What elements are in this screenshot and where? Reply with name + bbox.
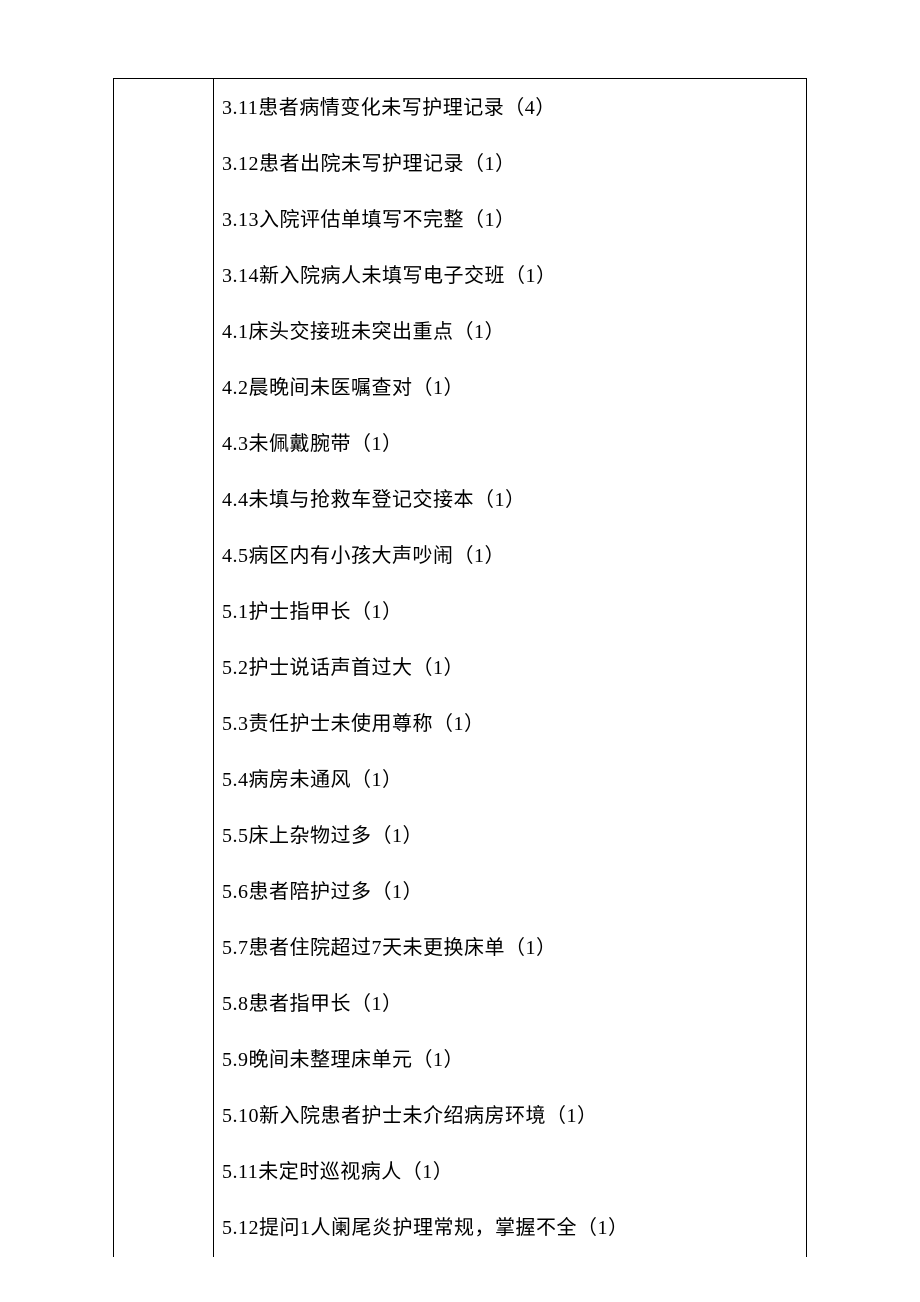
list-item: 4.4未填与抢救车登记交接本（1）	[222, 487, 798, 513]
list-item: 3.14新入院病人未填写电子交班（1）	[222, 263, 798, 289]
list-item: 4.5病区内有小孩大声吵闹（1）	[222, 543, 798, 569]
list-item: 5.3责任护士未使用尊称（1）	[222, 711, 798, 737]
list-item: 4.1床头交接班未突出重点（1）	[222, 319, 798, 345]
table-row: 3.11患者病情变化未写护理记录（4） 3.12患者出院未写护理记录（1） 3.…	[114, 79, 806, 1257]
table-right-column: 3.11患者病情变化未写护理记录（4） 3.12患者出院未写护理记录（1） 3.…	[214, 79, 806, 1257]
list-item: 5.5床上杂物过多（1）	[222, 823, 798, 849]
list-item: 5.6患者陪护过多（1）	[222, 879, 798, 905]
list-item: 5.11未定时巡视病人（1）	[222, 1159, 798, 1185]
list-item: 5.9晚间未整理床单元（1）	[222, 1047, 798, 1073]
list-item: 5.4病房未通风（1）	[222, 767, 798, 793]
list-item: 5.10新入院患者护士未介绍病房环境（1）	[222, 1103, 798, 1129]
list-item: 3.12患者出院未写护理记录（1）	[222, 151, 798, 177]
table-left-column	[114, 79, 214, 1257]
list-item: 3.11患者病情变化未写护理记录（4）	[222, 95, 798, 121]
list-item: 5.2护士说话声首过大（1）	[222, 655, 798, 681]
list-item: 3.13入院评估单填写不完整（1）	[222, 207, 798, 233]
table-container: 3.11患者病情变化未写护理记录（4） 3.12患者出院未写护理记录（1） 3.…	[113, 78, 807, 1257]
list-item: 4.2晨晚间未医嘱查对（1）	[222, 375, 798, 401]
list-item: 5.12提问1人阑尾炎护理常规，掌握不全（1）	[222, 1215, 798, 1241]
list-item: 4.3未佩戴腕带（1）	[222, 431, 798, 457]
list-item: 5.1护士指甲长（1）	[222, 599, 798, 625]
list-item: 5.7患者住院超过7天未更换床单（1）	[222, 935, 798, 961]
list-item: 5.8患者指甲长（1）	[222, 991, 798, 1017]
